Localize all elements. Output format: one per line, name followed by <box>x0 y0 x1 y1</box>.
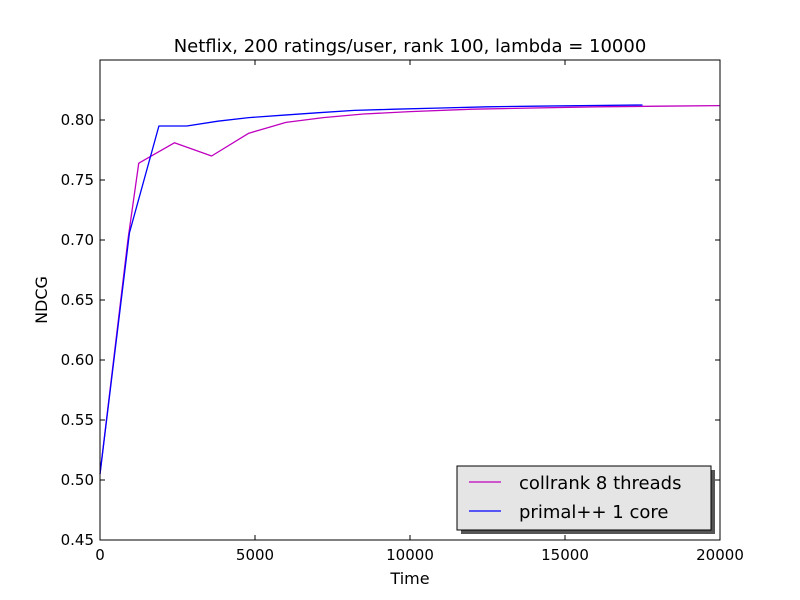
series-line-primal <box>99 104 643 475</box>
y-tick-label: 0.55 <box>61 411 94 429</box>
axis-ticks: 0 5000 10000 15000 20000 0.45 0.50 0.55 0.60 0.65… <box>61 60 744 564</box>
plot-background <box>100 60 720 540</box>
y-tick-label: 0.75 <box>61 171 94 189</box>
series-layer <box>99 104 721 475</box>
y-tick-label: 0.60 <box>61 351 94 369</box>
y-tick-label: 0.70 <box>61 231 94 249</box>
plot-area <box>100 60 720 540</box>
x-tick-label: 5000 <box>236 546 274 564</box>
legend-label-collrank: collrank 8 threads <box>519 473 681 494</box>
x-tick-label: 10000 <box>386 546 434 564</box>
y-tick-label: 0.45 <box>61 531 94 549</box>
plot-frame <box>99 59 721 541</box>
y-tick-label: 0.65 <box>61 291 94 309</box>
chart-title: Netflix, 200 ratings/user, rank 100, lam… <box>174 36 647 57</box>
x-axis-label: Time <box>389 569 429 588</box>
y-axis-label: NDCG <box>32 276 51 324</box>
legend: collrank 8 threads primal++ 1 core <box>456 465 715 534</box>
y-tick-label: 0.50 <box>61 471 94 489</box>
x-tick-label: 0 <box>95 546 105 564</box>
x-tick-label: 15000 <box>541 546 589 564</box>
y-tick-label: 0.80 <box>61 111 94 129</box>
legend-label-primal: primal++ 1 core <box>519 502 668 523</box>
legend-box <box>456 465 712 531</box>
x-tick-label: 20000 <box>696 546 744 564</box>
